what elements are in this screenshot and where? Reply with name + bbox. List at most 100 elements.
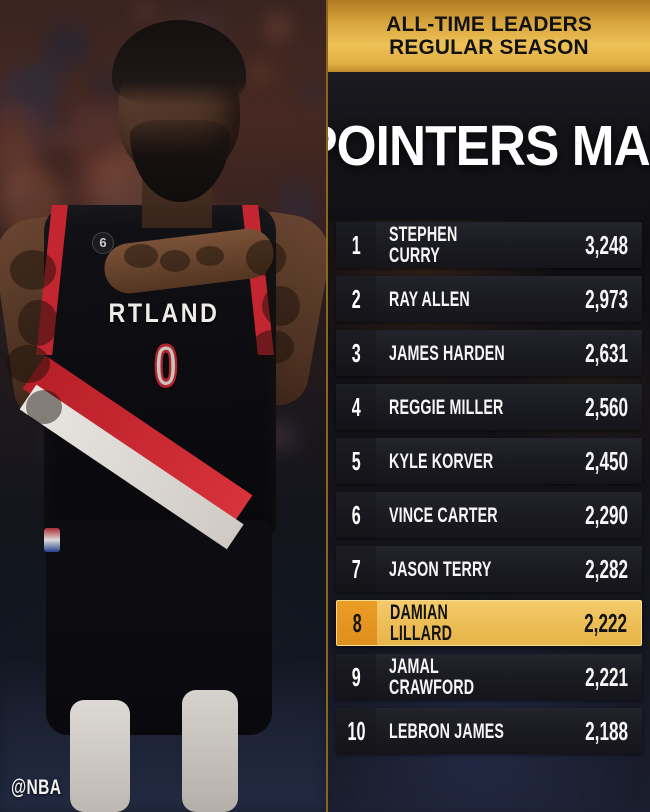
row-player-name-label: VINCE CARTER bbox=[389, 503, 498, 527]
row-value-label: 2,560 bbox=[585, 392, 628, 422]
row-player-name: VINCE CARTER bbox=[376, 492, 563, 538]
row-rank: 4 bbox=[336, 384, 376, 430]
row-value: 2,560 bbox=[563, 384, 642, 430]
panel-title-area: 3-POINTERS MADE bbox=[328, 72, 650, 220]
crowd-blob bbox=[245, 58, 276, 86]
tattoo-mark bbox=[124, 244, 158, 268]
crowd-blob bbox=[43, 21, 91, 71]
row-player-name-label: REGGIE MILLER bbox=[389, 395, 504, 419]
nba-logo-patch bbox=[44, 528, 60, 552]
row-value-label: 2,222 bbox=[584, 608, 627, 638]
row-rank: 1 bbox=[336, 222, 376, 268]
leaderboard-row: 2 RAY ALLEN 2,973 bbox=[336, 276, 642, 322]
tattoo-mark bbox=[252, 330, 294, 364]
row-rank: 2 bbox=[336, 276, 376, 322]
tattoo-mark bbox=[6, 345, 50, 383]
row-value: 2,973 bbox=[563, 276, 642, 322]
row-player-name: JAMES HARDEN bbox=[376, 330, 563, 376]
row-rank-label: 7 bbox=[351, 554, 361, 584]
row-rank-label: 1 bbox=[351, 230, 361, 260]
leaderboard-row: 4 REGGIE MILLER 2,560 bbox=[336, 384, 642, 430]
row-player-name-label: DAMIAN LILLARD bbox=[390, 601, 453, 645]
row-rank: 6 bbox=[336, 492, 376, 538]
tattoo-mark bbox=[26, 390, 62, 424]
row-value-label: 2,973 bbox=[585, 284, 628, 314]
row-rank: 3 bbox=[336, 330, 376, 376]
leaderboard-row: 3 JAMES HARDEN 2,631 bbox=[336, 330, 642, 376]
row-rank-label: 8 bbox=[352, 608, 362, 638]
row-player-name-label: JAMES HARDEN bbox=[389, 341, 505, 365]
row-player-name: RAY ALLEN bbox=[376, 276, 563, 322]
nba-watermark: @NBA bbox=[11, 776, 62, 799]
tattoo-mark bbox=[10, 250, 56, 290]
leaderboard-row: 8 DAMIAN LILLARD 2,222 bbox=[336, 600, 642, 646]
row-player-name-label: KYLE KORVER bbox=[389, 449, 494, 473]
row-value: 3,248 bbox=[563, 222, 642, 268]
header-line-2: REGULAR SEASON bbox=[389, 35, 589, 59]
leaderboard-row: 9 JAMAL CRAWFORD 2,221 bbox=[336, 654, 642, 700]
row-player-name: JASON TERRY bbox=[376, 546, 563, 592]
leaderboard-panel: ALL-TIME LEADERS REGULAR SEASON 3-POINTE… bbox=[326, 0, 650, 812]
row-value: 2,282 bbox=[563, 546, 642, 592]
row-value-label: 2,290 bbox=[585, 500, 628, 530]
row-rank-label: 6 bbox=[351, 500, 361, 530]
row-player-name-label: STEPHEN CURRY bbox=[389, 223, 458, 267]
jersey-number: 0 bbox=[153, 334, 179, 399]
panel-header: ALL-TIME LEADERS REGULAR SEASON bbox=[328, 0, 650, 72]
player-figure: RTLAND 0 6 bbox=[0, 20, 326, 812]
tattoo-mark bbox=[262, 286, 300, 326]
tattoo-mark bbox=[246, 240, 286, 276]
leaderboard-list: 1 STEPHEN CURRY 3,248 2 RAY ALLEN 2,973 3 JAMES… bbox=[328, 220, 650, 754]
row-rank: 10 bbox=[336, 708, 376, 754]
row-rank-label: 2 bbox=[351, 284, 361, 314]
leaderboard-row: 10 LEBRON JAMES 2,188 bbox=[336, 708, 642, 754]
row-value-label: 2,282 bbox=[585, 554, 628, 584]
row-player-name-label: RAY ALLEN bbox=[389, 287, 470, 311]
row-player-name: REGGIE MILLER bbox=[376, 384, 563, 430]
row-player-name-label: JAMAL CRAWFORD bbox=[389, 655, 475, 699]
tattoo-mark bbox=[18, 300, 58, 346]
row-rank: 8 bbox=[337, 601, 377, 645]
row-rank: 7 bbox=[336, 546, 376, 592]
player-right-leg bbox=[182, 690, 238, 812]
row-value: 2,188 bbox=[563, 708, 642, 754]
row-value-label: 3,248 bbox=[585, 230, 628, 260]
crowd-blob bbox=[136, 1, 155, 21]
row-value: 2,290 bbox=[563, 492, 642, 538]
row-rank-label: 5 bbox=[351, 446, 361, 476]
row-rank-label: 10 bbox=[347, 716, 365, 746]
row-rank-label: 4 bbox=[351, 392, 361, 422]
row-value-label: 2,631 bbox=[585, 338, 628, 368]
crowd-blob bbox=[46, 130, 69, 148]
row-rank: 5 bbox=[336, 438, 376, 484]
crowd-blob bbox=[0, 133, 39, 198]
row-value: 2,631 bbox=[563, 330, 642, 376]
crowd-blob bbox=[72, 101, 114, 144]
row-rank-label: 3 bbox=[351, 338, 361, 368]
row-player-name: STEPHEN CURRY bbox=[376, 222, 563, 268]
jersey-wordmark: RTLAND bbox=[108, 298, 220, 328]
crowd-blob bbox=[13, 60, 64, 110]
crowd-blob bbox=[300, 81, 325, 106]
crowd-blob bbox=[265, 12, 291, 43]
row-value-label: 2,450 bbox=[585, 446, 628, 476]
row-rank-label: 9 bbox=[351, 662, 361, 692]
leaderboard-row: 6 VINCE CARTER 2,290 bbox=[336, 492, 642, 538]
row-value: 2,222 bbox=[562, 601, 641, 645]
row-player-name: DAMIAN LILLARD bbox=[377, 601, 562, 645]
header-line-1: ALL-TIME LEADERS bbox=[386, 12, 592, 36]
crowd-blob bbox=[0, 105, 43, 170]
row-player-name-label: JASON TERRY bbox=[389, 557, 492, 581]
row-player-name: KYLE KORVER bbox=[376, 438, 563, 484]
jersey-patch-number: 6 bbox=[92, 232, 114, 254]
player-hair bbox=[112, 20, 246, 106]
row-player-name: LEBRON JAMES bbox=[376, 708, 563, 754]
row-value: 2,450 bbox=[563, 438, 642, 484]
page-title: 3-POINTERS MADE bbox=[328, 113, 650, 178]
row-value: 2,221 bbox=[563, 654, 642, 700]
row-value-label: 2,221 bbox=[585, 662, 628, 692]
row-player-name-label: LEBRON JAMES bbox=[389, 719, 505, 743]
player-photo: RTLAND 0 6 @NBA bbox=[0, 0, 326, 812]
leaderboard-row: 5 KYLE KORVER 2,450 bbox=[336, 438, 642, 484]
